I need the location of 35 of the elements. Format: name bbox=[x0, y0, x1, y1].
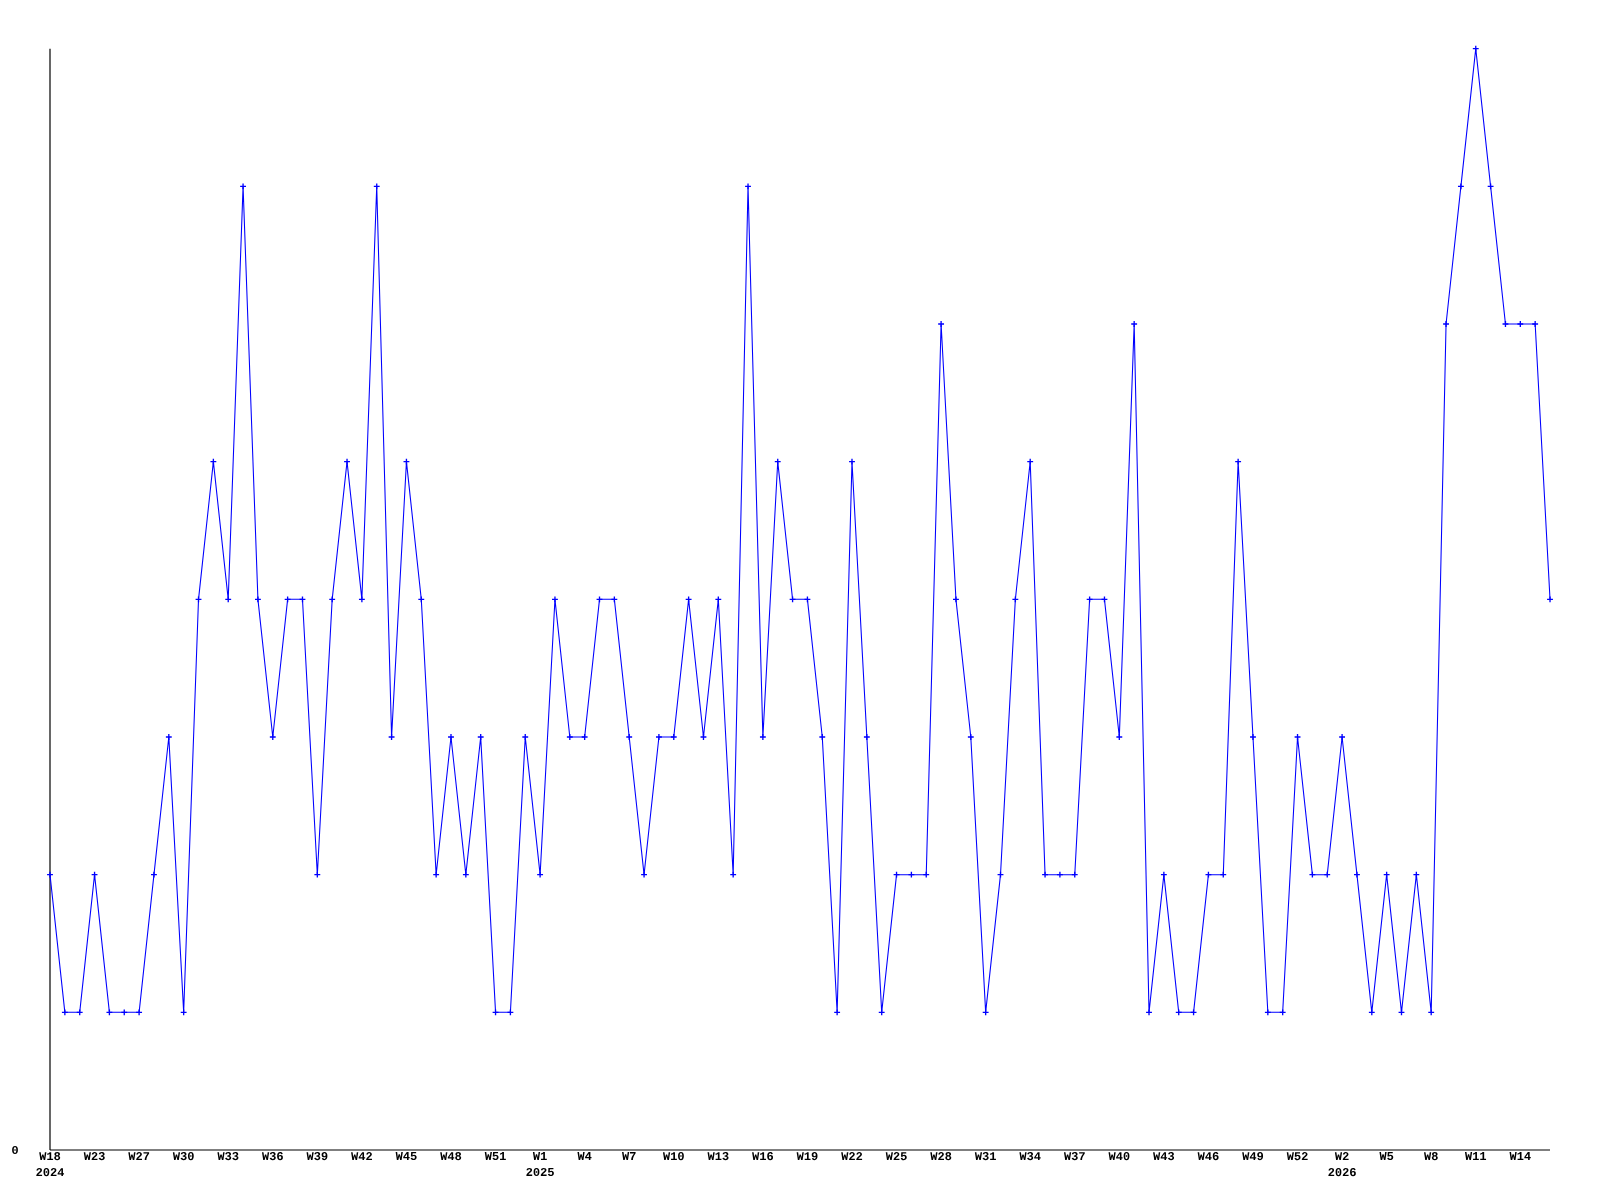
x-tick-label: W10 bbox=[662, 1152, 684, 1161]
x-tick-label: W28 bbox=[930, 1152, 952, 1161]
x-tick-label: W39 bbox=[306, 1152, 328, 1161]
x-tick-label: W42 bbox=[351, 1152, 372, 1161]
x-tick-label: W40 bbox=[1108, 1152, 1130, 1161]
x-tick-label: W13 bbox=[707, 1152, 729, 1161]
x-tick-label: W2 2026 bbox=[1328, 1152, 1356, 1177]
x-tick-label: W25 bbox=[885, 1152, 907, 1161]
x-tick-label: W49 bbox=[1242, 1152, 1264, 1161]
x-tick-label: W36 bbox=[261, 1152, 283, 1161]
x-tick-label: W22 bbox=[841, 1152, 863, 1161]
x-tick-label: W14 bbox=[1509, 1152, 1531, 1160]
x-tick-label: W51 bbox=[484, 1152, 506, 1161]
x-tick-label: W7 bbox=[622, 1152, 636, 1160]
x-tick-label: W48 bbox=[440, 1152, 462, 1161]
x-tick-label: W43 bbox=[1153, 1152, 1175, 1161]
x-tick-label: W31 bbox=[974, 1152, 996, 1161]
x-tick-label: W8 bbox=[1424, 1152, 1438, 1161]
x-tick-label: W37 bbox=[1063, 1152, 1085, 1161]
text: 0 bbox=[12, 1145, 18, 1155]
x-tick-label: W27 bbox=[128, 1152, 150, 1161]
x-tick-label: W46 bbox=[1197, 1152, 1219, 1161]
x-tick-label: W30 bbox=[172, 1152, 194, 1161]
x-tick-label: W4 bbox=[577, 1152, 592, 1160]
x-tick-label: W18 2024 bbox=[36, 1152, 65, 1177]
x-tick-label: W5 bbox=[1379, 1152, 1394, 1161]
x-tick-label: W19 bbox=[796, 1152, 818, 1161]
x-tick-label: W52 bbox=[1286, 1152, 1308, 1161]
x-tick-label: W33 bbox=[217, 1152, 239, 1161]
x-tick-label: W45 bbox=[395, 1152, 417, 1161]
x-tick-label: W11 bbox=[1464, 1152, 1487, 1160]
x-tick-label: W23 bbox=[83, 1152, 105, 1161]
x-tick-label: W34 bbox=[1019, 1152, 1041, 1161]
x-tick-label: W16 bbox=[752, 1152, 774, 1161]
x-tick-label: W1 2025 bbox=[526, 1152, 554, 1177]
